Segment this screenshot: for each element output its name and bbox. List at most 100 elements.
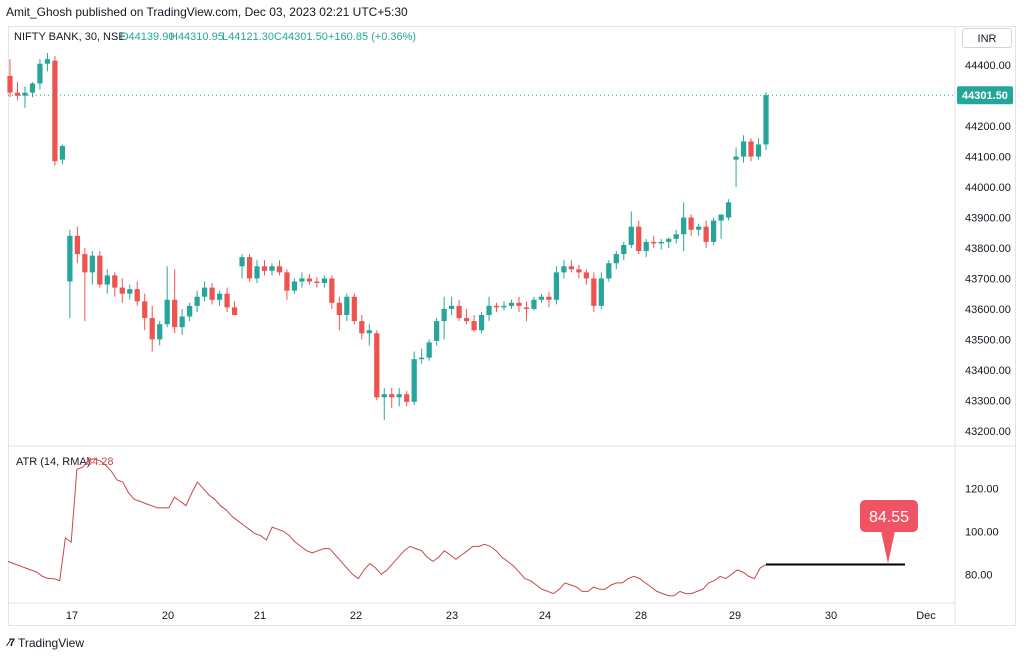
candle[interactable] xyxy=(426,339,432,361)
candle[interactable] xyxy=(538,293,545,303)
candle[interactable] xyxy=(344,293,350,322)
candle[interactable] xyxy=(516,296,522,312)
candle[interactable] xyxy=(471,315,477,332)
candle[interactable] xyxy=(67,229,73,319)
candle[interactable] xyxy=(621,241,627,261)
currency-button[interactable]: INR xyxy=(962,28,1012,48)
candle[interactable] xyxy=(613,251,619,270)
candle[interactable] xyxy=(441,296,447,340)
candle[interactable] xyxy=(486,296,492,322)
candle[interactable] xyxy=(142,293,148,331)
candle[interactable] xyxy=(216,290,223,306)
candle[interactable] xyxy=(733,147,739,188)
candle[interactable] xyxy=(456,299,462,322)
candle[interactable] xyxy=(374,330,380,401)
candle[interactable] xyxy=(366,324,372,346)
candle[interactable] xyxy=(463,308,470,325)
candle[interactable] xyxy=(97,251,103,288)
candle[interactable] xyxy=(127,284,133,300)
candle[interactable] xyxy=(314,276,320,288)
candle[interactable] xyxy=(22,86,28,108)
candle[interactable] xyxy=(493,302,500,312)
candle[interactable] xyxy=(673,229,679,244)
candle[interactable] xyxy=(321,275,327,288)
candle[interactable] xyxy=(239,254,245,279)
candle[interactable] xyxy=(329,275,335,309)
candle[interactable] xyxy=(419,348,425,364)
candle[interactable] xyxy=(351,293,357,325)
candle[interactable] xyxy=(306,273,313,285)
candle[interactable] xyxy=(755,138,762,160)
candle[interactable] xyxy=(478,311,485,334)
candle[interactable] xyxy=(299,272,305,288)
candle[interactable] xyxy=(553,266,560,305)
candle[interactable] xyxy=(37,59,43,90)
candle[interactable] xyxy=(396,388,402,407)
candle[interactable] xyxy=(703,220,709,248)
candle[interactable] xyxy=(74,226,80,264)
candle[interactable] xyxy=(104,269,110,294)
candle[interactable] xyxy=(261,260,268,276)
candle[interactable] xyxy=(284,269,290,300)
candle[interactable] xyxy=(179,308,185,335)
candle[interactable] xyxy=(576,264,582,279)
candle[interactable] xyxy=(381,388,387,421)
candle[interactable] xyxy=(14,81,21,101)
candle[interactable] xyxy=(224,287,230,312)
candle[interactable] xyxy=(291,278,298,294)
candle[interactable] xyxy=(194,290,200,312)
candle[interactable] xyxy=(725,199,732,221)
candle[interactable] xyxy=(748,138,754,162)
candle[interactable] xyxy=(666,237,672,248)
candle[interactable] xyxy=(681,202,687,252)
candle[interactable] xyxy=(411,351,417,405)
candle[interactable] xyxy=(404,391,410,407)
candle[interactable] xyxy=(201,281,208,302)
candle[interactable] xyxy=(187,302,193,322)
atr-label[interactable]: ATR (14, RMA) xyxy=(16,456,90,468)
candle[interactable] xyxy=(276,260,283,276)
candle[interactable] xyxy=(164,266,170,328)
candle[interactable] xyxy=(336,296,342,331)
candle[interactable] xyxy=(157,321,163,346)
candle[interactable] xyxy=(643,238,649,258)
candle[interactable] xyxy=(359,315,365,340)
candle[interactable] xyxy=(636,220,642,255)
candle[interactable] xyxy=(389,388,395,408)
candle[interactable] xyxy=(7,59,13,98)
candle[interactable] xyxy=(246,254,253,282)
candle[interactable] xyxy=(29,81,36,98)
candle[interactable] xyxy=(740,135,747,163)
candle[interactable] xyxy=(231,301,238,316)
candle[interactable] xyxy=(508,299,515,309)
candle[interactable] xyxy=(134,281,140,306)
candle[interactable] xyxy=(763,92,769,151)
candle[interactable] xyxy=(531,296,537,311)
candle[interactable] xyxy=(628,211,634,248)
candle[interactable] xyxy=(59,144,66,165)
candle[interactable] xyxy=(606,260,612,282)
candle[interactable] xyxy=(269,263,275,276)
candle[interactable] xyxy=(598,272,604,309)
candle[interactable] xyxy=(89,251,95,285)
candle[interactable] xyxy=(561,260,567,279)
candle[interactable] xyxy=(254,260,260,284)
candle[interactable] xyxy=(112,272,118,297)
candle[interactable] xyxy=(52,56,58,166)
candle[interactable] xyxy=(696,223,702,236)
candle[interactable] xyxy=(119,278,125,303)
candle[interactable] xyxy=(501,301,507,311)
candle[interactable] xyxy=(209,283,215,305)
candle[interactable] xyxy=(568,260,575,273)
candle[interactable] xyxy=(523,301,530,322)
symbol-label[interactable]: NIFTY BANK, 30, NSE xyxy=(14,31,126,43)
candle[interactable] xyxy=(651,235,657,248)
candle[interactable] xyxy=(434,318,440,346)
candle[interactable] xyxy=(44,53,51,72)
candle[interactable] xyxy=(546,292,552,308)
candle[interactable] xyxy=(688,214,694,236)
candle[interactable] xyxy=(149,305,155,352)
candle[interactable] xyxy=(710,217,717,245)
candle[interactable] xyxy=(172,269,178,334)
